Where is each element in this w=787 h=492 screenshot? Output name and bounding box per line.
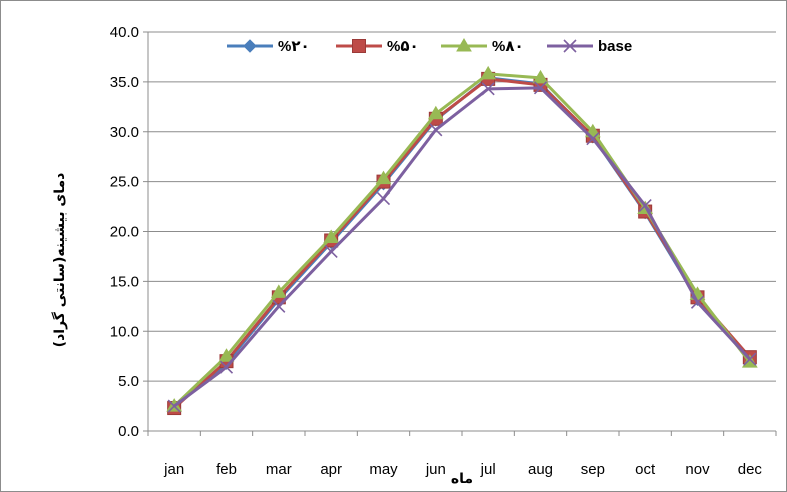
legend-entry: %۵۰ — [336, 38, 419, 55]
x-tick-label: nov — [685, 461, 710, 478]
legend-marker — [352, 39, 366, 53]
data-point — [427, 105, 444, 120]
x-tick-label: apr — [320, 461, 342, 478]
legend-label: %۲۰ — [278, 38, 310, 55]
data-point — [741, 354, 758, 368]
data-point — [219, 360, 234, 374]
y-tick-label: 20.0 — [110, 224, 139, 241]
y-tick-label: 10.0 — [110, 323, 139, 340]
legend-marker — [456, 38, 472, 52]
data-point — [743, 352, 757, 366]
x-tick-label: feb — [216, 461, 237, 478]
legend-marker — [563, 39, 577, 53]
legend-label: %۵۰ — [387, 38, 419, 55]
data-point — [690, 295, 705, 309]
y-tick-label: 5.0 — [118, 373, 139, 390]
legend-label: base — [598, 38, 632, 55]
x-tick-label: jul — [480, 461, 496, 478]
x-tick-label: mar — [266, 461, 292, 478]
data-point — [375, 170, 392, 185]
data-point — [638, 198, 652, 213]
data-point — [480, 65, 497, 80]
legend-entry: %۸۰ — [441, 38, 524, 55]
data-point — [481, 82, 495, 96]
data-point — [323, 229, 340, 243]
legend: %۲۰ %۵۰ %۸۰ base — [227, 38, 632, 55]
x-tick-label: jun — [425, 461, 446, 478]
data-point — [429, 123, 443, 137]
y-tick-label: 35.0 — [110, 74, 139, 91]
data-point — [270, 284, 287, 298]
y-tick-label: 40.0 — [110, 24, 139, 41]
data-point — [324, 244, 338, 259]
y-tick-label: 30.0 — [110, 124, 139, 141]
data-point — [376, 192, 391, 206]
data-point — [218, 348, 235, 362]
x-tick-label: aug — [528, 461, 553, 478]
x-tick-label: may — [369, 461, 398, 478]
legend-entry: base — [547, 38, 632, 55]
data-point — [167, 399, 181, 413]
x-tick-label: dec — [738, 461, 763, 478]
y-tick-label: 0.0 — [118, 423, 139, 440]
data-point — [533, 81, 548, 95]
y-axis-title: دمای بیشینه(سانتی گراد) — [51, 173, 68, 348]
y-tick-label: 15.0 — [110, 273, 139, 290]
legend-entry: %۲۰ — [227, 38, 310, 55]
series-line — [173, 77, 751, 410]
axes: 0.0 5.0 10.0 15.0 20.0 25.0 30.0 35.0 40.0 jan feb… — [110, 24, 777, 478]
series-lines — [166, 65, 758, 416]
data-point — [586, 132, 600, 146]
series-3 — [167, 81, 757, 413]
data-point — [532, 69, 549, 84]
series-line — [173, 86, 751, 408]
x-tick-label: oct — [635, 461, 656, 478]
legend-label: %۸۰ — [492, 38, 524, 55]
x-axis-title: ماه — [451, 471, 473, 487]
x-tick-label: sep — [581, 461, 605, 478]
legend-marker — [243, 39, 257, 53]
y-tick-label: 25.0 — [110, 174, 139, 191]
data-point — [272, 299, 286, 313]
x-tick-label: jan — [163, 461, 184, 478]
